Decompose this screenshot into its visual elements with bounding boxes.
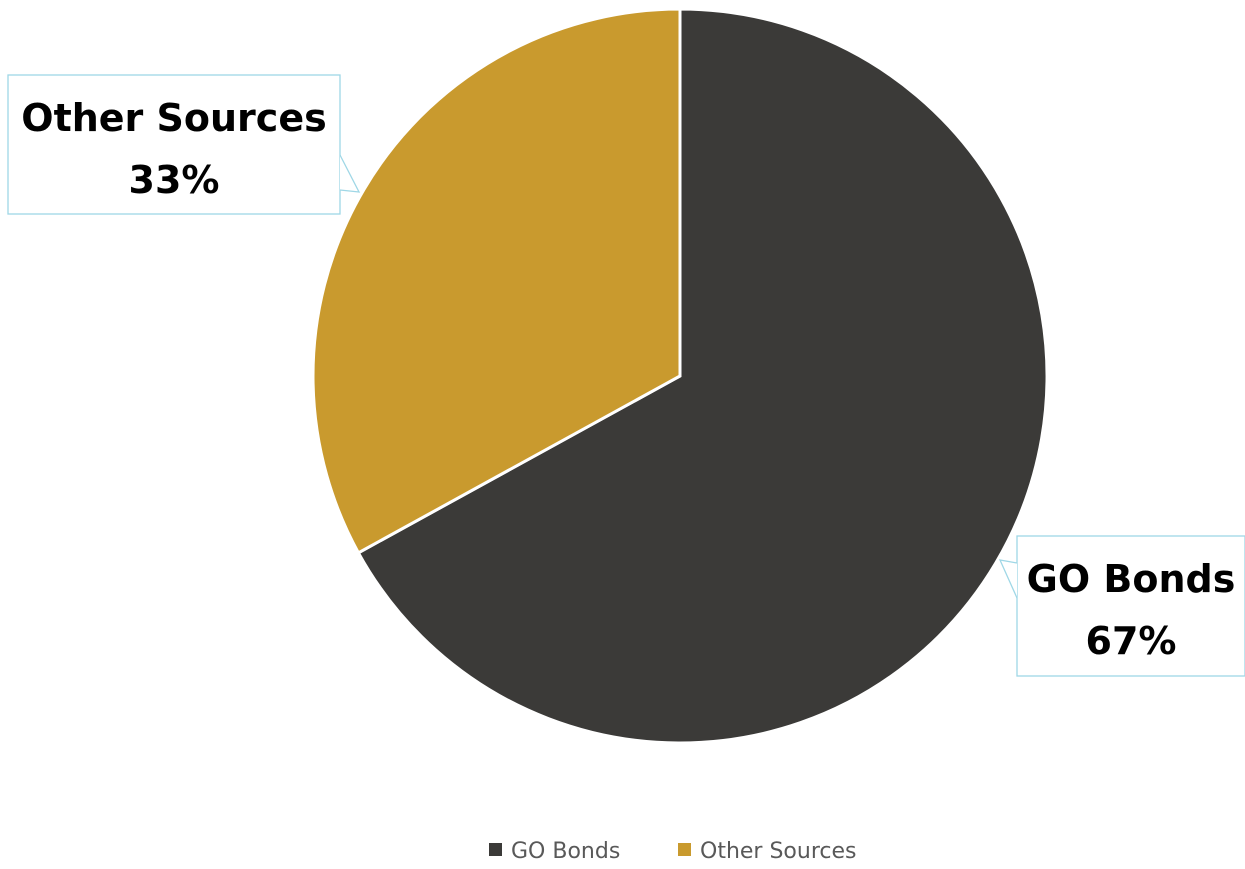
legend-swatch-go-bonds xyxy=(489,843,502,856)
data-label-value: 67% xyxy=(1086,619,1177,663)
legend-item-go-bonds: GO Bonds xyxy=(489,839,620,864)
data-label-callouts: GO Bonds 67% Other Sources 33% xyxy=(7,74,1245,677)
legend-label-other-sources: Other Sources xyxy=(700,839,856,864)
data-label-box xyxy=(1016,535,1245,677)
data-label-category: GO Bonds xyxy=(1027,557,1236,601)
data-label-pointer xyxy=(339,154,361,193)
data-label-category: Other Sources xyxy=(21,96,326,140)
chart-legend: GO Bonds Other Sources xyxy=(489,839,856,864)
data-label-other-sources: Other Sources 33% xyxy=(7,74,361,215)
pie-slice-go-bonds xyxy=(356,7,1049,745)
legend-label-go-bonds: GO Bonds xyxy=(511,839,620,864)
data-label-box xyxy=(7,74,341,215)
data-label-pointer xyxy=(998,559,1018,599)
pie-slices xyxy=(311,7,1049,745)
legend-item-other-sources: Other Sources xyxy=(678,839,856,864)
data-label-go-bonds: GO Bonds 67% xyxy=(998,535,1245,677)
pie-slice-other-sources xyxy=(311,7,682,555)
data-label-value: 33% xyxy=(129,158,220,202)
legend-swatch-other-sources xyxy=(678,843,691,856)
